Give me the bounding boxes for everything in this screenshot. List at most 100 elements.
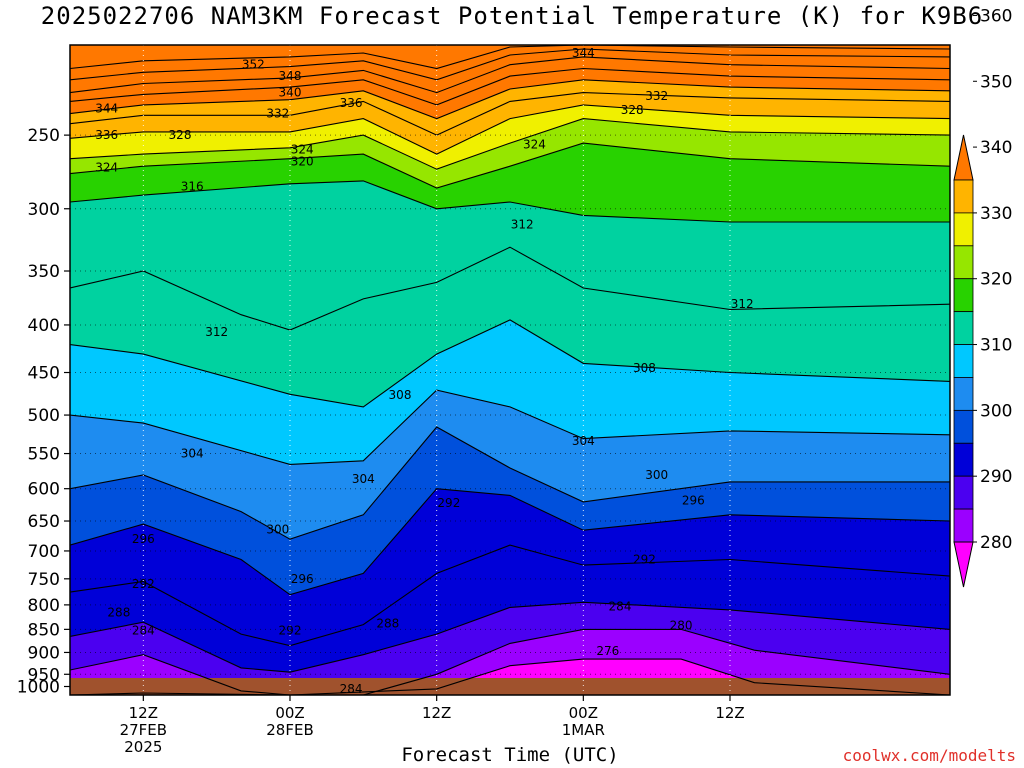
contour-label: 284 xyxy=(132,623,155,637)
y-tick-label: 850 xyxy=(28,620,60,640)
isentrope-line xyxy=(70,544,950,647)
contour-label: 296 xyxy=(682,494,705,508)
y-tick-label: 350 xyxy=(28,262,60,282)
colorbar-swatch xyxy=(953,475,974,510)
contour-label: 276 xyxy=(596,644,619,658)
contour-label: 308 xyxy=(389,388,412,402)
colorbar-label: 350 xyxy=(980,72,1012,92)
y-tick-label: 700 xyxy=(28,542,60,562)
contour-label: 328 xyxy=(169,128,192,142)
contour-label: 296 xyxy=(132,532,155,546)
isentrope-line xyxy=(70,488,950,596)
contour-label: 292 xyxy=(437,496,460,510)
x-tick-label: 00Z xyxy=(275,704,304,722)
isentrope-line xyxy=(70,601,950,673)
colorbar-label: 330 xyxy=(980,204,1012,224)
contour-label: 344 xyxy=(95,101,118,115)
isentrope-fills xyxy=(70,45,950,695)
plot-frame xyxy=(69,44,951,696)
contour-label: 336 xyxy=(340,96,363,110)
contour-label: 280 xyxy=(670,619,693,633)
x-axis-label: Forecast Time (UTC) xyxy=(401,744,619,766)
contour-label: 300 xyxy=(645,468,668,482)
isentrope-line xyxy=(70,118,950,170)
colorbar-swatch xyxy=(953,245,974,280)
colorbar-swatch xyxy=(953,278,974,313)
contour-label: 324 xyxy=(523,138,546,152)
y-tick-label: 250 xyxy=(28,126,60,146)
y-tick-label: 600 xyxy=(28,480,60,500)
contour-label: 332 xyxy=(266,107,289,121)
y-tick-label: 550 xyxy=(28,445,60,465)
contour-label: 332 xyxy=(645,89,668,103)
contour-label: 308 xyxy=(633,361,656,375)
colorbar-label: 280 xyxy=(980,533,1012,553)
contour-label: 316 xyxy=(181,180,204,194)
isentrope-line xyxy=(70,48,950,81)
contour-label: 304 xyxy=(572,434,595,448)
contour-label: 340 xyxy=(279,86,302,100)
isentrope-line xyxy=(70,67,950,106)
colorbar-label: 300 xyxy=(980,401,1012,421)
grid-lines xyxy=(70,45,950,695)
colorbar-swatch xyxy=(953,311,974,345)
isentrope-line xyxy=(70,56,950,94)
isentrope-line xyxy=(70,246,950,331)
isentrope-line xyxy=(70,180,950,223)
contour-label: 296 xyxy=(291,572,314,586)
contour-label: 288 xyxy=(107,605,130,619)
colorbar-swatch xyxy=(953,508,974,543)
contour-label: 312 xyxy=(731,297,754,311)
colorbar-swatch xyxy=(953,377,974,411)
contour-label: 348 xyxy=(279,69,302,83)
contour-label: 336 xyxy=(95,128,118,142)
chart-title: 2025022706 NAM3KM Forecast Potential Tem… xyxy=(40,2,984,30)
x-tick-label: 1MAR xyxy=(562,721,605,739)
isentrope-line xyxy=(70,79,950,120)
colorbar-label: 320 xyxy=(980,270,1012,290)
colorbar-label: 360 xyxy=(980,6,1012,26)
contour-label: 284 xyxy=(609,599,632,613)
y-tick-label: 650 xyxy=(28,512,60,532)
x-tick-label: 28FEB xyxy=(266,721,313,739)
y-tick-label: 800 xyxy=(28,596,60,616)
isentrope-line xyxy=(70,142,950,189)
contour-label: 324 xyxy=(95,161,118,175)
colorbar-swatch xyxy=(953,409,974,444)
contour-label: 344 xyxy=(572,46,595,60)
y-tick-label: 300 xyxy=(28,200,60,220)
y-axis-ticks: 250 300 350 400 450 500 550 600 650 700 750 800 850 9… xyxy=(17,126,70,698)
isentrope-lines xyxy=(70,45,950,695)
contour-label: 288 xyxy=(376,617,399,631)
colorbar: 280 290 300 310 320 330 340 350 360 xyxy=(953,6,1012,588)
contour-label: 324 xyxy=(291,142,314,156)
contour-label: 352 xyxy=(242,58,265,72)
colorbar-swatch xyxy=(953,344,974,378)
contour-label: 292 xyxy=(633,553,656,567)
x-tick-label: 00Z xyxy=(569,704,598,722)
colorbar-swatch xyxy=(953,179,974,214)
isentrope-line xyxy=(70,658,950,695)
y-tick-label: 500 xyxy=(28,406,60,426)
isentrope-line xyxy=(70,319,950,408)
colorbar-label: 310 xyxy=(980,336,1012,356)
contour-label: 300 xyxy=(266,523,289,537)
contour-label: 292 xyxy=(132,577,155,591)
contour-label: 304 xyxy=(181,447,204,461)
isentrope-line xyxy=(70,45,950,70)
isentrope-line xyxy=(70,628,950,695)
colorbar-label: 290 xyxy=(980,467,1012,487)
x-tick-label: 12Z xyxy=(129,704,158,722)
y-tick-label: 950 xyxy=(28,665,60,685)
colorbar-swatch xyxy=(953,442,974,477)
y-tick-label: 1000 xyxy=(17,678,60,698)
colorbar-extend-max xyxy=(953,134,974,181)
contour-label: 328 xyxy=(621,103,644,117)
contour-label: 312 xyxy=(511,218,534,232)
x-tick-label: 27FEB xyxy=(120,721,167,739)
contour-label: 312 xyxy=(205,325,228,339)
contour-label: 320 xyxy=(291,155,314,169)
